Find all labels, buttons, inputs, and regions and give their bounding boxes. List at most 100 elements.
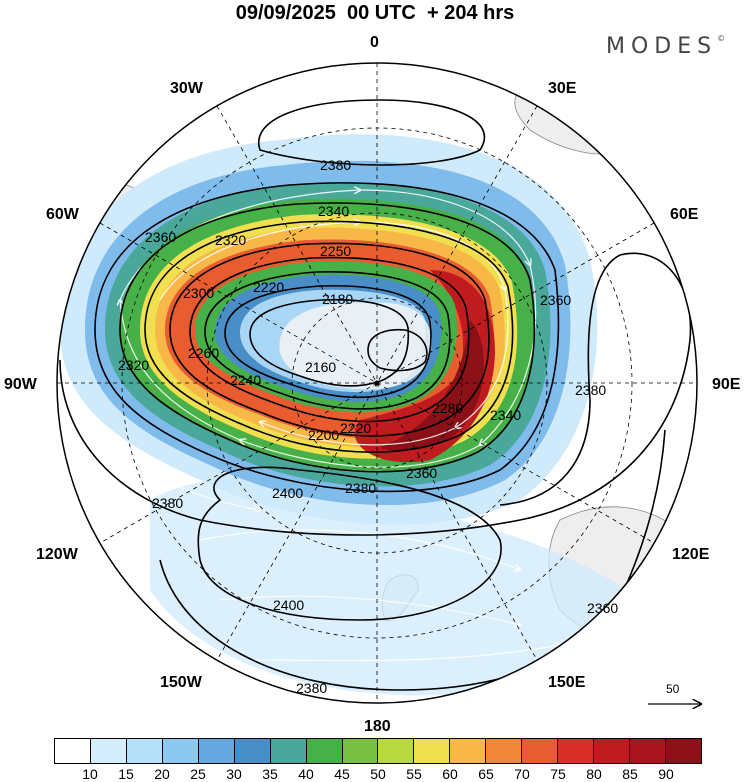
- colorbar-tick-label: 20: [154, 766, 170, 782]
- colorbar-swatch: [486, 739, 523, 763]
- contour-label: 2400: [273, 597, 304, 613]
- contour-label: 2380: [575, 382, 606, 398]
- contour-label: 2250: [320, 243, 351, 259]
- colorbar-swatch: [558, 739, 595, 763]
- map-disk: [57, 63, 697, 703]
- colorbar-swatch: [522, 739, 559, 763]
- lon-label-120e: 120E: [672, 546, 710, 563]
- colorbar-swatch: [378, 739, 415, 763]
- contour-label: 2380: [296, 680, 327, 696]
- contour-label: 2340: [318, 203, 349, 219]
- colorbar-swatch: [594, 739, 630, 763]
- contour-label: 2360: [540, 292, 571, 308]
- contour-label: 2260: [188, 345, 219, 361]
- south-pole-marker: [374, 380, 380, 386]
- colorbar-swatch: [342, 739, 379, 763]
- contour-2380-south: [59, 252, 692, 536]
- contour-label: 2180: [322, 291, 353, 307]
- contour-2260: [204, 271, 451, 410]
- brand-logo: MODES©: [606, 34, 725, 59]
- colorbar-tick-label: 90: [658, 766, 674, 782]
- lon-label-180: 180: [364, 718, 391, 735]
- colorbar-tick-label: 30: [226, 766, 242, 782]
- lon-label-60e: 60E: [670, 206, 699, 223]
- contour-2280: [189, 256, 470, 423]
- brand-mark: ©: [717, 34, 726, 43]
- contour-label: 2320: [118, 357, 149, 373]
- lon-label-90w: 90W: [4, 376, 37, 393]
- colorbar-swatch: [90, 739, 127, 763]
- lon-label-120w: 120W: [36, 546, 78, 563]
- contour-label: 2220: [340, 420, 371, 436]
- contour-label: 2320: [215, 232, 246, 248]
- contour-label: 2240: [230, 372, 261, 388]
- lon-label-30e: 30E: [548, 80, 577, 97]
- map-border: [56, 62, 698, 704]
- shade-15-south: [150, 477, 640, 696]
- contour-label: 2340: [490, 407, 521, 423]
- shade-90: [380, 320, 484, 451]
- lon-label-0: 0: [370, 34, 379, 51]
- lon-label-90e: 90E: [712, 376, 741, 393]
- reference-arrow-icon: [648, 682, 706, 712]
- polar-stereographic-map: 2380 2360 2340 2320 2250 2300 2220 2180 …: [56, 62, 698, 704]
- colorbar-swatch: [414, 739, 451, 763]
- lon-label-60w: 60W: [46, 206, 79, 223]
- colorbar-swatch: [630, 739, 666, 763]
- brand-name: MODES: [606, 34, 718, 59]
- colorbar-swatch: [450, 739, 487, 763]
- contour-2300: [169, 242, 490, 437]
- contour-2180: [249, 298, 410, 387]
- lon-label-150w: 150W: [160, 674, 202, 691]
- contour-label: 2360: [587, 600, 618, 616]
- colorbar-swatch: [270, 739, 307, 763]
- colorbar-tick-label: 80: [586, 766, 602, 782]
- contour-label: 2160: [305, 359, 336, 375]
- wind-vectors: [109, 190, 641, 662]
- colorbar-tick-label: 55: [406, 766, 422, 782]
- antarctic-clear: [279, 302, 432, 390]
- contour-label-layer: 2380 2360 2340 2320 2250 2300 2220 2180 …: [118, 157, 618, 696]
- colorbar-swatch: [306, 739, 343, 763]
- colorbar-tick-label: 35: [262, 766, 278, 782]
- contour-2380-north: [257, 99, 486, 166]
- reference-vector-label: 50: [666, 682, 680, 696]
- colorbar-tick-label: 70: [514, 766, 530, 782]
- colorbar-swatch: [665, 739, 701, 763]
- colorbar-tick-label: 85: [622, 766, 638, 782]
- contour-2320: [144, 220, 514, 453]
- reference-vector: 50: [646, 682, 706, 712]
- contour-label: 2380: [345, 480, 376, 496]
- colorbar-swatch: [198, 739, 235, 763]
- contour-label: 2300: [183, 285, 214, 301]
- contour-2400: [197, 466, 502, 621]
- contour-2160: [367, 328, 428, 372]
- contour-2360: [94, 182, 560, 493]
- colorbar-tick-label: 15: [118, 766, 134, 782]
- contour-label: 2360: [406, 465, 437, 481]
- contour-label: 2400: [272, 485, 303, 501]
- colorbar: [54, 738, 702, 764]
- contour-label: 2220: [253, 279, 284, 295]
- lon-label-150e: 150E: [548, 674, 586, 691]
- colorbar-swatch: [55, 739, 91, 763]
- contour-label: 2200: [308, 427, 339, 443]
- contour-label: 2380: [152, 495, 183, 511]
- colorbar-tick-label: 25: [190, 766, 206, 782]
- colorbar-swatch: [234, 739, 271, 763]
- colorbar-swatch: [126, 739, 163, 763]
- colorbar-tick-label: 40: [298, 766, 314, 782]
- wind-speed-shading: [60, 134, 640, 696]
- contour-2340: [119, 202, 535, 473]
- colorbar-tick-label: 75: [550, 766, 566, 782]
- lon-label-30w: 30W: [170, 80, 203, 97]
- contour-label: 2360: [145, 229, 176, 245]
- contour-label: 2380: [320, 157, 351, 173]
- colorbar-tick-label: 60: [442, 766, 458, 782]
- map-title: 09/09/2025 00 UTC + 204 hrs: [235, 2, 515, 24]
- contour-label: 2280: [432, 400, 463, 416]
- colorbar-tick-label: 45: [334, 766, 350, 782]
- colorbar-swatch: [162, 739, 199, 763]
- colorbar-tick-label: 65: [478, 766, 494, 782]
- colorbar-tick-label: 50: [370, 766, 386, 782]
